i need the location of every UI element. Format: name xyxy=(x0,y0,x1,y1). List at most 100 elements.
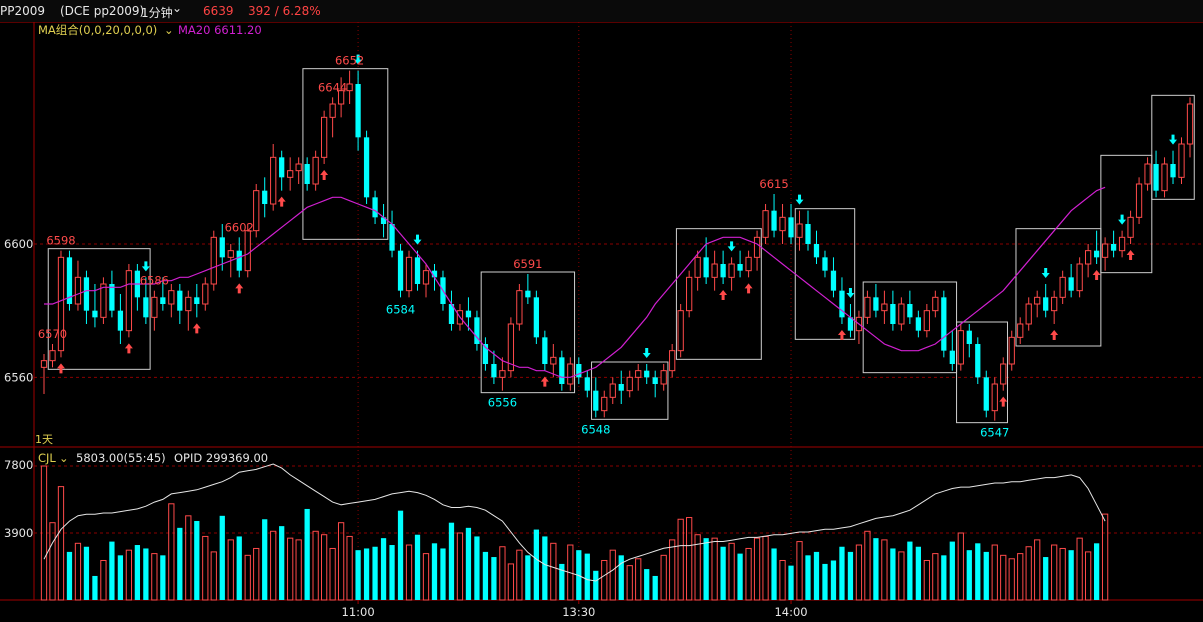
volume-bar xyxy=(185,515,192,601)
candle-body xyxy=(771,210,777,231)
range-box xyxy=(675,228,762,360)
volume-bar xyxy=(660,554,667,601)
candle-body xyxy=(890,304,896,324)
ma20-line xyxy=(44,186,1106,378)
candle-body xyxy=(813,244,820,258)
candle-body xyxy=(1127,216,1134,238)
volume-bar xyxy=(1017,553,1024,601)
volume-bar xyxy=(991,544,998,601)
day-marker: 1天 xyxy=(35,433,53,446)
price-annotation: 6570 xyxy=(38,327,67,341)
candle-body xyxy=(83,277,90,311)
volume-bar xyxy=(1068,550,1074,600)
candle-body xyxy=(143,297,149,318)
buy-arrow-icon xyxy=(192,323,201,334)
volume-bar xyxy=(210,551,217,601)
candle-body xyxy=(236,250,242,271)
ma-indicator-label[interactable]: MA组合(0,0,20,0,0,0) xyxy=(38,23,157,37)
volume-bar xyxy=(74,542,82,601)
kline-chart[interactable]: 6600 6560 7800 3900 11:00 13:30 14:00 6598 6652… xyxy=(0,22,1203,622)
range-box xyxy=(591,361,669,420)
volume-bar xyxy=(626,565,633,601)
candle-body xyxy=(516,290,523,325)
candle-body xyxy=(1043,297,1049,311)
candle-body xyxy=(626,376,633,392)
volume-bar xyxy=(677,518,684,601)
candle-body xyxy=(491,364,497,378)
volume-bar xyxy=(923,559,930,601)
volume-bar xyxy=(168,503,175,601)
candle-body xyxy=(652,377,658,384)
price-annotation: 6547 xyxy=(980,426,1009,440)
chevron-down-icon[interactable]: ⌄ xyxy=(164,23,174,37)
candle-body xyxy=(329,103,336,118)
volume-bar xyxy=(609,549,616,601)
candle-body xyxy=(559,357,565,384)
period-selector[interactable]: 1分钟 xyxy=(141,6,173,20)
buy-arrow-icon xyxy=(719,290,728,300)
price-annotation: 6591 xyxy=(513,257,542,271)
candle-body xyxy=(287,170,294,178)
price-annotations: 6598 6652 6584 6591 6556 6548 6602 6615 6570 6586… xyxy=(38,54,1010,440)
candle-body xyxy=(1161,163,1168,192)
candle-body xyxy=(822,257,828,271)
volume-bar xyxy=(177,527,183,600)
volume-bar xyxy=(389,545,395,600)
candle-body xyxy=(839,290,845,318)
candle-body xyxy=(414,257,421,284)
candle-body xyxy=(788,217,794,238)
candle-body xyxy=(805,224,811,244)
buy-arrow-icon xyxy=(1126,250,1135,260)
candle-body xyxy=(644,370,650,378)
volume-bar xyxy=(949,541,955,600)
candle-body xyxy=(686,276,693,312)
candle-body xyxy=(295,163,302,172)
candle-body xyxy=(66,257,73,304)
signal-arrows xyxy=(56,54,1178,407)
range-box xyxy=(480,271,576,394)
candle-body xyxy=(593,390,599,411)
last-price: 6639 xyxy=(203,4,234,18)
candle-body xyxy=(465,310,472,318)
volume-bar xyxy=(355,550,361,600)
time-tick-label: 13:30 xyxy=(562,605,595,619)
candle-body xyxy=(711,263,718,278)
candle-body xyxy=(1135,183,1143,218)
volume-bar xyxy=(253,547,260,601)
volume-bar xyxy=(448,522,455,600)
volume-bar xyxy=(618,555,624,600)
candle-body xyxy=(1178,143,1185,178)
volume-bar xyxy=(881,539,888,601)
candle-body xyxy=(389,224,395,251)
volume-bar xyxy=(57,486,65,601)
candle-body xyxy=(753,236,761,258)
volume-bar xyxy=(1076,537,1083,601)
sell-arrow-icon xyxy=(727,241,736,252)
symbol-code[interactable]: PP2009 xyxy=(0,4,46,18)
candle-body xyxy=(762,210,769,238)
volume-bar xyxy=(873,538,879,600)
candle-body xyxy=(507,323,515,372)
volume-indicator-label[interactable]: CJL xyxy=(38,451,56,465)
volume-bar xyxy=(363,548,370,600)
candle-body xyxy=(669,350,676,372)
candle-body xyxy=(1017,323,1024,338)
candle-body xyxy=(397,250,404,291)
volume-bar xyxy=(431,543,438,600)
chevron-down-icon[interactable]: ⌄ xyxy=(59,451,69,465)
candle-body xyxy=(227,250,234,258)
volume-bar xyxy=(957,532,964,601)
chevron-down-icon[interactable]: ⌄ xyxy=(172,1,183,15)
volume-tick-label: 3900 xyxy=(4,526,33,540)
candle-body xyxy=(109,284,115,311)
candle-body xyxy=(991,383,998,412)
candle-body xyxy=(584,377,590,391)
volume-bar xyxy=(635,558,642,601)
candle-body xyxy=(737,264,743,271)
volume-bar xyxy=(227,539,234,601)
ma20-polyline xyxy=(44,186,1106,378)
candle-body xyxy=(660,370,667,385)
candle-body xyxy=(728,263,735,278)
volume-bar xyxy=(533,529,539,600)
volume-bar xyxy=(329,547,336,601)
